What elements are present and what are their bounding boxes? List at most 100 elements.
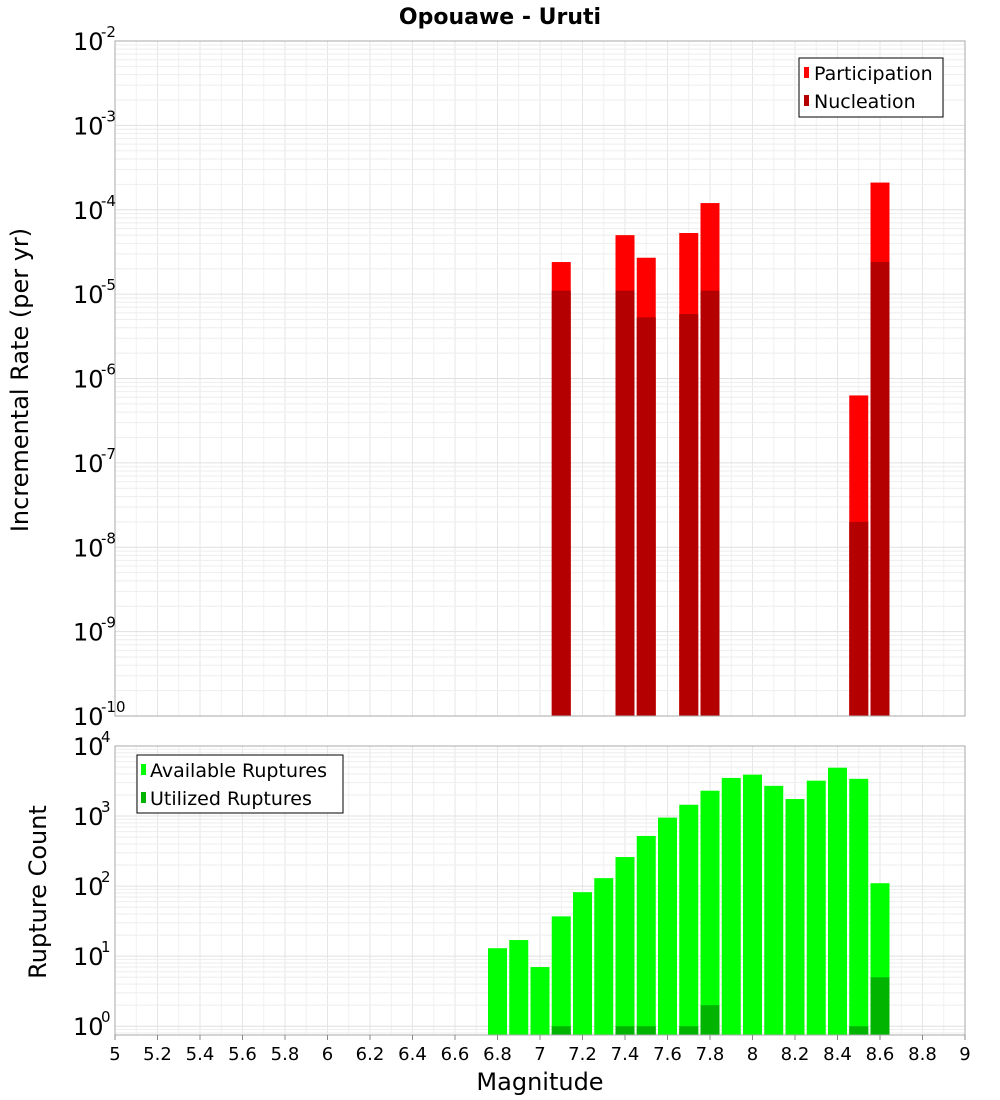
x-tick-label: 9 bbox=[959, 1044, 970, 1065]
x-tick-label: 8.2 bbox=[781, 1044, 810, 1065]
rate-bar-s2 bbox=[551, 290, 571, 716]
rate-y-tick-exponent: -8 bbox=[101, 529, 116, 547]
x-tick-label: 7.2 bbox=[568, 1044, 597, 1065]
count-legend-box bbox=[136, 754, 344, 814]
legend-label-available: Available Ruptures bbox=[150, 760, 327, 782]
rate-y-tick-label: 10 bbox=[73, 534, 104, 562]
count-bar-s2 bbox=[700, 1005, 720, 1035]
count-y-tick-exponent: 1 bbox=[101, 938, 111, 956]
rate-bar-s2 bbox=[636, 317, 656, 716]
rate-y-tick-exponent: -9 bbox=[101, 614, 116, 632]
rate-plot-frame bbox=[114, 40, 966, 717]
legend-swatch-participation bbox=[804, 67, 809, 78]
count-bar-s2 bbox=[551, 1026, 571, 1035]
x-tick-label: 6.4 bbox=[398, 1044, 427, 1065]
x-ticks: 5 5.2 5.4 5.6 5.8 6 6.2 6.4 6.6 6.8 7 7.2 7.4 7.6 7.8 8… bbox=[109, 1035, 971, 1065]
count-bar-s1 bbox=[785, 799, 805, 1035]
count-y-tick-exponent: 0 bbox=[101, 1008, 111, 1026]
rate-y-tick-label: 10 bbox=[73, 619, 104, 647]
count-y-tick-label: 10 bbox=[73, 803, 104, 831]
rate-y-tick-label: 10 bbox=[73, 703, 104, 731]
rate-bar-s2 bbox=[700, 290, 720, 716]
rate-y-tick-label: 10 bbox=[73, 450, 104, 478]
count-bar-s1 bbox=[679, 804, 699, 1035]
x-axis-label: Magnitude bbox=[476, 1068, 603, 1096]
count-bar-s1 bbox=[828, 767, 847, 1035]
rate-y-tick-label: 10 bbox=[73, 197, 104, 225]
x-tick-label: 6.6 bbox=[441, 1044, 470, 1065]
legend-swatch-nucleation bbox=[804, 95, 809, 106]
x-tick-label: 6.2 bbox=[356, 1044, 385, 1065]
count-y-tick-label: 10 bbox=[73, 1013, 104, 1041]
x-tick-label: 7.4 bbox=[611, 1044, 640, 1065]
rate-y-tick-exponent: -2 bbox=[101, 23, 116, 41]
count-y-axis-label: Rupture Count bbox=[24, 805, 52, 979]
count-y-tick-label: 10 bbox=[73, 943, 104, 971]
rate-y-tick-label: 10 bbox=[73, 281, 104, 309]
rate-y-tick-label: 10 bbox=[73, 366, 104, 394]
legend-label-utilized: Utilized Ruptures bbox=[150, 788, 312, 810]
count-bar-s1 bbox=[700, 790, 720, 1035]
count-bar-s2 bbox=[870, 977, 890, 1035]
count-bar-s2 bbox=[636, 1026, 656, 1035]
rate-gridlines bbox=[114, 41, 966, 717]
count-bars bbox=[488, 767, 890, 1035]
legend-swatch-utilized bbox=[141, 792, 146, 803]
count-bar-s2 bbox=[849, 1026, 869, 1035]
count-bar-s1 bbox=[573, 892, 592, 1035]
x-tick-label: 8 bbox=[747, 1044, 758, 1065]
x-tick-label: 8.4 bbox=[823, 1044, 852, 1065]
count-y-tick-exponent: 2 bbox=[101, 868, 111, 886]
x-tick-label: 5.8 bbox=[271, 1044, 300, 1065]
count-bar-s1 bbox=[764, 785, 784, 1035]
rate-y-tick-exponent: -4 bbox=[101, 192, 116, 210]
x-tick-label: 5.6 bbox=[228, 1044, 257, 1065]
count-bar-s1 bbox=[849, 778, 869, 1035]
count-bar-s2 bbox=[615, 1026, 635, 1035]
rate-y-tick-exponent: -7 bbox=[101, 445, 116, 463]
legend-label-nucleation: Nucleation bbox=[814, 91, 916, 113]
rate-y-tick-exponent: -5 bbox=[101, 276, 116, 294]
rate-bar-s2 bbox=[870, 262, 890, 716]
count-y-tick-exponent: 3 bbox=[101, 798, 111, 816]
rate-bar-s2 bbox=[615, 290, 635, 716]
rate-legend: Participation Nucleation bbox=[798, 57, 944, 118]
count-y-tick-exponent: 4 bbox=[101, 728, 111, 746]
x-tick-label: 5.4 bbox=[186, 1044, 215, 1065]
legend-label-participation: Participation bbox=[814, 63, 933, 85]
count-bar-s1 bbox=[551, 916, 571, 1035]
chart-title: Opouawe - Uruti bbox=[399, 5, 601, 30]
count-bar-s1 bbox=[658, 817, 677, 1035]
rate-y-tick-label: 10 bbox=[73, 28, 104, 56]
x-tick-label: 5 bbox=[109, 1044, 120, 1065]
count-bar-s1 bbox=[806, 780, 826, 1035]
rate-y-tick-exponent: -3 bbox=[101, 107, 116, 125]
x-tick-label: 5.2 bbox=[143, 1044, 172, 1065]
rate-legend-box bbox=[798, 57, 944, 118]
rate-y-axis-label: Incremental Rate (per yr) bbox=[6, 228, 34, 532]
x-tick-label: 8.8 bbox=[908, 1044, 937, 1065]
count-bar-s1 bbox=[530, 967, 550, 1035]
count-bar-s2 bbox=[679, 1026, 699, 1035]
count-legend: Available Ruptures Utilized Ruptures bbox=[136, 754, 344, 814]
count-bar-s1 bbox=[636, 835, 656, 1035]
x-tick-label: 8.6 bbox=[866, 1044, 895, 1065]
rate-y-tick-label: 10 bbox=[73, 112, 104, 140]
count-bar-s1 bbox=[743, 774, 762, 1035]
x-tick-label: 6.8 bbox=[483, 1044, 512, 1065]
count-bar-s1 bbox=[594, 878, 614, 1035]
x-tick-label: 6 bbox=[322, 1044, 333, 1065]
x-tick-label: 7.8 bbox=[696, 1044, 725, 1065]
count-bar-s1 bbox=[488, 948, 507, 1035]
x-tick-label: 7 bbox=[534, 1044, 545, 1065]
rate-y-tick-exponent: -10 bbox=[101, 698, 126, 716]
count-bar-s1 bbox=[615, 857, 635, 1035]
count-y-tick-label: 10 bbox=[73, 733, 104, 761]
legend-swatch-available bbox=[141, 764, 146, 775]
count-bar-s1 bbox=[509, 940, 529, 1035]
